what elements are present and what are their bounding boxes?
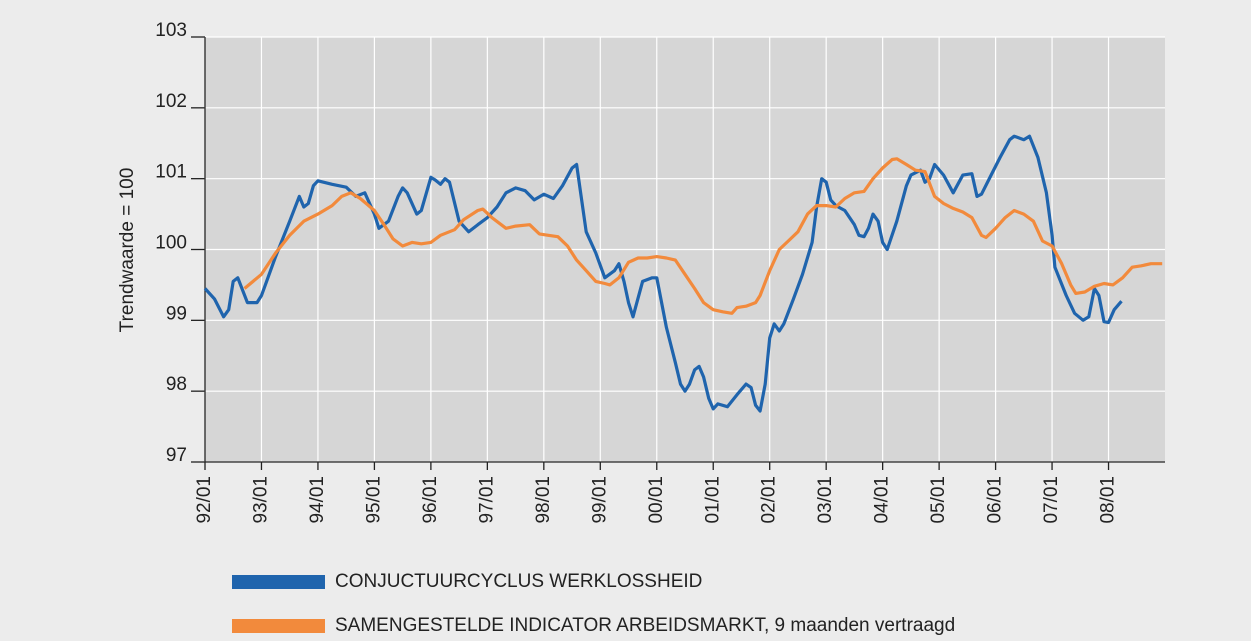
x-tick-label: 93/01 [250,476,271,524]
series-line [243,157,1163,315]
legend-swatch [232,575,325,589]
legend-label: CONJUCTUURCYCLUS WERKLOSSHEID [335,571,702,592]
y-tick-label: 99 [166,303,187,324]
x-tick-label: 05/01 [928,476,949,524]
x-tick-label: 06/01 [985,476,1006,524]
x-tick-label: 07/01 [1041,476,1062,524]
y-tick-label: 98 [166,374,187,395]
y-tick-label: 101 [155,162,187,183]
legend-label: SAMENGESTELDE INDICATOR ARBEIDSMARKT, 9 … [335,615,955,636]
x-tick-label: 03/01 [815,476,836,524]
y-tick-label: 102 [155,91,187,112]
y-axis-label: Trendwaarde = 100 [117,168,138,333]
y-tick-label: 100 [155,233,187,254]
x-tick-label: 94/01 [307,476,328,524]
y-tick-label: 97 [166,445,187,466]
x-tick-label: 95/01 [363,476,384,524]
x-tick-label: 96/01 [420,476,441,524]
y-tick-label: 103 [155,20,187,41]
x-tick-label: 00/01 [646,476,667,524]
x-tick-label: 97/01 [476,476,497,524]
legend-swatch [232,619,325,633]
x-tick-label: 04/01 [872,476,893,524]
x-tick-label: 99/01 [589,476,610,524]
x-tick-label: 98/01 [533,476,554,524]
x-tick-label: 08/01 [1098,476,1119,524]
x-tick-label: 01/01 [702,476,723,524]
x-tick-label: 02/01 [759,476,780,524]
x-tick-label: 92/01 [194,476,215,524]
